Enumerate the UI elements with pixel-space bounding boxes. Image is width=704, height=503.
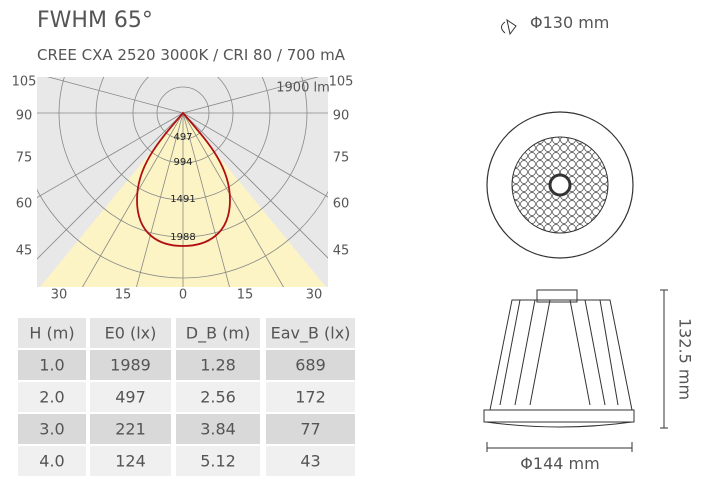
title: FWHM 65° (37, 8, 153, 33)
table-value: 221 (115, 420, 146, 439)
angle-label: 75 (16, 151, 33, 166)
angle-label: 105 (329, 75, 354, 90)
table-value: 689 (295, 356, 326, 375)
table-value: 2.56 (200, 388, 236, 407)
table-value: 4.0 (39, 452, 64, 471)
table-cell (176, 414, 260, 444)
distance-label: 30 (306, 288, 323, 303)
table-value: 43 (300, 452, 320, 471)
ring-label: 497 (173, 132, 192, 143)
subtitle: CREE CXA 2520 3000K / CRI 80 / 700 mA (37, 46, 346, 64)
distance-label: 15 (237, 288, 254, 303)
table-value: 124 (115, 452, 146, 471)
angle-label: 75 (333, 151, 350, 166)
angle-label: 60 (333, 197, 350, 212)
table-value: 1989 (110, 356, 151, 375)
distance-label: 0 (179, 288, 187, 303)
table-value: 77 (300, 420, 320, 439)
table-header: H (m) (29, 324, 74, 343)
angle-label: 90 (16, 109, 33, 124)
height-dimension: 132.5 mm (676, 318, 695, 400)
table-cell (266, 318, 355, 348)
table-value: 2.0 (39, 388, 64, 407)
table-cell (266, 446, 355, 476)
side-view (483, 18, 668, 452)
angle-label: 60 (16, 197, 33, 212)
table-cell (90, 414, 171, 444)
table-cell (90, 350, 171, 380)
distance-label: 15 (115, 288, 132, 303)
table-cell (18, 382, 86, 412)
table-cell (176, 382, 260, 412)
angle-label: 105 (12, 75, 37, 90)
table-cell (90, 382, 171, 412)
table-cell (90, 318, 171, 348)
table-value: 5.12 (200, 452, 236, 471)
top-diameter: Φ130 mm (530, 13, 609, 32)
angle-label: 45 (16, 244, 33, 259)
table-cell (18, 414, 86, 444)
table-cell (18, 350, 86, 380)
table-cell (176, 318, 260, 348)
polar-diagram (37, 77, 328, 287)
table-cell (90, 446, 171, 476)
table-value: 172 (295, 388, 326, 407)
angle-label: 45 (333, 244, 350, 259)
ring-label: 1988 (170, 232, 195, 243)
table-header: Eav_B (lx) (271, 324, 351, 344)
table-value: 1.28 (200, 356, 236, 375)
table-header: E0 (lx) (105, 324, 157, 343)
table-cell (18, 318, 86, 348)
bottom-diameter: Φ144 mm (520, 454, 599, 473)
table-cell (176, 446, 260, 476)
flux-label: 1900 lm (276, 81, 330, 96)
table-header: D_B (m) (186, 324, 250, 344)
front-view (486, 111, 634, 259)
ring-label: 1491 (170, 194, 195, 205)
table-value: 3.84 (200, 420, 236, 439)
table-value: 3.0 (39, 420, 64, 439)
table-cell (176, 350, 260, 380)
ring-label: 994 (173, 157, 192, 168)
distance-label: 30 (51, 288, 68, 303)
table-cell (18, 446, 86, 476)
table-cell (266, 414, 355, 444)
table-value: 497 (115, 388, 146, 407)
table-cell (266, 382, 355, 412)
table-value: 1.0 (39, 356, 64, 375)
angle-label: 90 (333, 109, 350, 124)
table-cell (266, 350, 355, 380)
